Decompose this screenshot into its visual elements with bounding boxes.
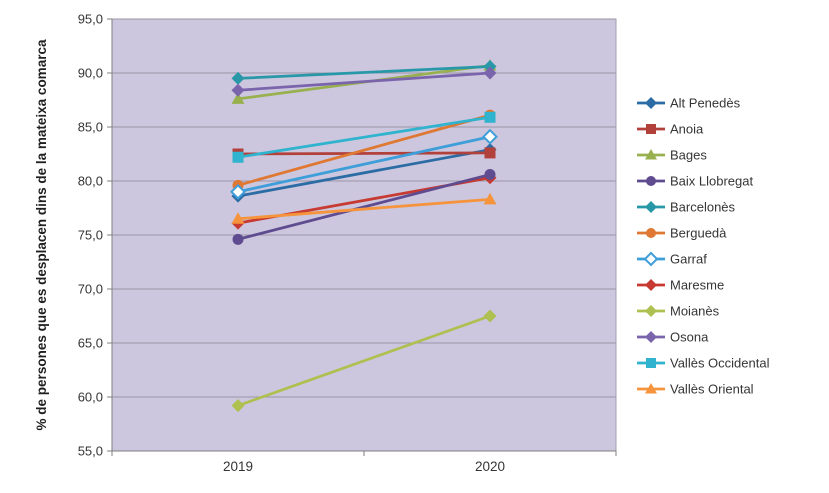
legend-item-valles-oriental: Vallès Oriental <box>637 382 754 397</box>
series-line-anoia <box>236 151 492 156</box>
marker-osona-2019 <box>231 83 245 97</box>
marker-barcelones-2019 <box>231 71 245 85</box>
legend: Alt Penedès Anoia Bages Baix Llobregat Barce… <box>637 96 770 397</box>
y-axis-tick-label: 90,0 <box>78 66 103 81</box>
legend-marker-bergueda <box>646 228 656 238</box>
marker-baix-llobregat-2020 <box>484 169 496 181</box>
y-axis-tick-label: 85,0 <box>78 120 103 135</box>
legend-item-osona: Osona <box>637 330 709 345</box>
legend-item-baix-llobregat: Baix Llobregat <box>637 174 753 189</box>
y-axis-tick-label: 70,0 <box>78 282 103 297</box>
series-line-osona <box>236 71 492 92</box>
legend-item-moianes: Moianès <box>637 304 720 319</box>
legend-item-garraf: Garraf <box>637 252 707 267</box>
legend-marker-barcelones <box>645 201 657 213</box>
legend-label-bergueda: Berguedà <box>670 226 727 241</box>
legend-label-alt-penedes: Alt Penedès <box>670 96 741 111</box>
series-garraf <box>230 128 498 200</box>
legend-label-baix-llobregat: Baix Llobregat <box>670 174 753 189</box>
x-axis-label: 2019 <box>223 459 253 474</box>
legend-item-valles-occidental: Vallès Occidental <box>637 356 770 371</box>
marker-valles-occidental-2020 <box>484 111 496 123</box>
legend-item-anoia: Anoia <box>637 122 704 137</box>
series-valles-occidental <box>232 111 496 163</box>
marker-anoia-2020 <box>484 147 496 159</box>
marker-baix-llobregat-2019 <box>232 233 244 245</box>
series-line-barcelones <box>236 65 492 80</box>
legend-label-osona: Osona <box>670 330 709 345</box>
legend-label-valles-oriental: Vallès Oriental <box>670 382 754 397</box>
legend-label-barcelones: Barcelonès <box>670 200 736 215</box>
legend-label-moianes: Moianès <box>670 304 720 319</box>
marker-garraf-2020 <box>482 128 498 145</box>
legend-label-anoia: Anoia <box>670 122 704 137</box>
marker-osona-2020 <box>483 66 497 80</box>
legend-marker-bages <box>645 149 657 160</box>
y-axis-tick-label: 55,0 <box>78 444 103 459</box>
legend-item-barcelones: Barcelonès <box>637 200 736 215</box>
series-moianes <box>231 309 497 413</box>
legend-item-maresme: Maresme <box>637 278 724 293</box>
series-line-baix-llobregat <box>236 173 492 241</box>
series-line-valles-occidental <box>236 115 492 159</box>
legend-marker-valles-oriental <box>645 383 657 394</box>
legend-marker-osona <box>645 331 657 343</box>
series-line-moianes <box>236 314 492 408</box>
legend-label-maresme: Maresme <box>670 278 724 293</box>
legend-marker-anoia <box>646 124 656 134</box>
marker-valles-oriental-2020 <box>483 192 497 205</box>
x-axis-label: 2020 <box>475 459 505 474</box>
y-axis-tick-label: 65,0 <box>78 336 103 351</box>
marker-valles-occidental-2019 <box>232 151 244 163</box>
legend-marker-garraf <box>643 251 659 267</box>
series-line-bergueda <box>236 113 492 187</box>
legend-marker-alt-penedes <box>645 97 657 109</box>
marker-moianes-2019 <box>231 399 245 413</box>
series-baix-llobregat <box>232 169 496 245</box>
legend-marker-maresme <box>645 279 657 291</box>
series-line-alt-penedes <box>236 148 492 198</box>
series-line-garraf <box>236 135 492 194</box>
series-line-valles-oriental <box>236 197 492 221</box>
series-osona <box>231 66 497 97</box>
series-valles-oriental <box>231 192 497 224</box>
y-axis-tick-label: 80,0 <box>78 174 103 189</box>
legend-item-bergueda: Berguedà <box>637 226 727 241</box>
legend-item-alt-penedes: Alt Penedès <box>637 96 741 111</box>
y-axis-tick-label: 75,0 <box>78 228 103 243</box>
legend-marker-moianes <box>645 305 657 317</box>
legend-label-bages: Bages <box>670 148 707 163</box>
legend-label-valles-occidental: Vallès Occidental <box>670 356 770 371</box>
y-axis-tick-label: 60,0 <box>78 390 103 405</box>
marker-valles-oriental-2019 <box>231 212 245 224</box>
marker-garraf-2019 <box>230 183 246 200</box>
legend-marker-valles-occidental <box>646 358 656 368</box>
y-axis-title: % de persones que es desplacen dins de l… <box>34 39 49 430</box>
legend-marker-baix-llobregat <box>646 176 656 186</box>
legend-item-bages: Bages <box>637 148 707 163</box>
marker-moianes-2020 <box>483 309 497 323</box>
marker-bages-2019 <box>231 92 245 104</box>
y-axis-tick-label: 95,0 <box>78 12 103 27</box>
legend-label-garraf: Garraf <box>670 252 707 267</box>
